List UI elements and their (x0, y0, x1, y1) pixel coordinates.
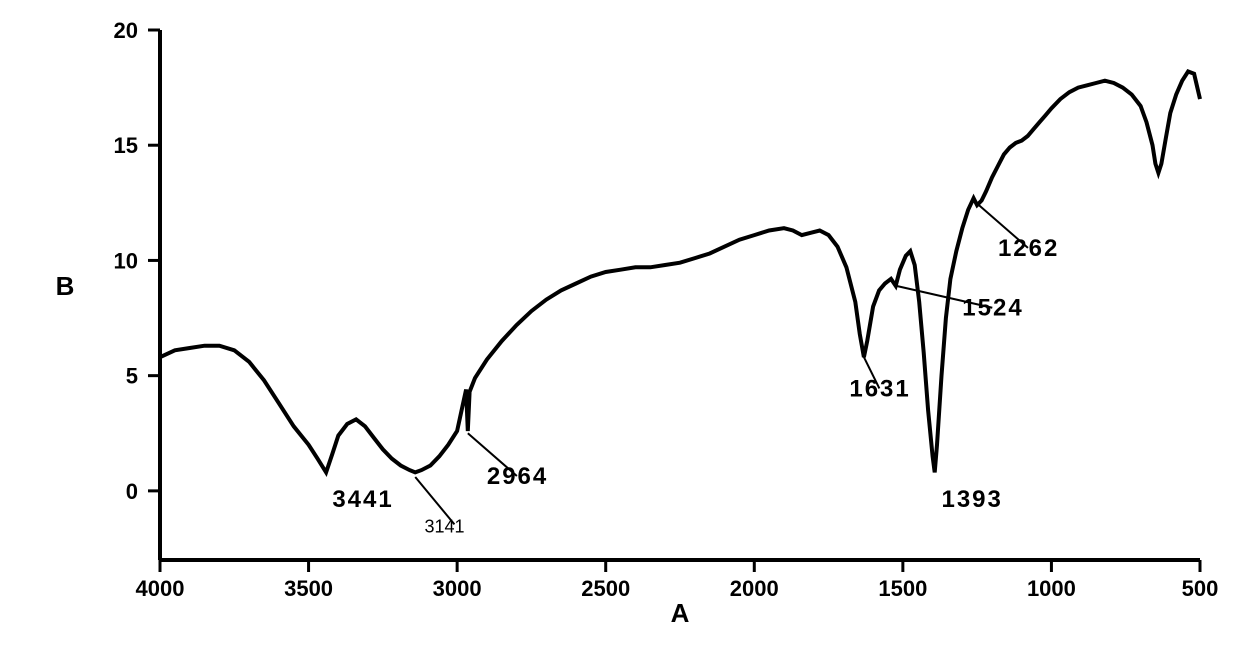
x-tick-label: 500 (1182, 576, 1219, 601)
x-tick-label: 4000 (136, 576, 185, 601)
x-tick-label: 1500 (878, 576, 927, 601)
y-tick-label: 0 (126, 479, 138, 504)
x-axis-title: A (671, 598, 690, 628)
peak-label: 3141 (424, 516, 464, 536)
peak-label: 1524 (962, 295, 1023, 322)
y-tick-label: 5 (126, 364, 138, 389)
y-tick-label: 20 (114, 18, 138, 43)
peak-label: 1393 (941, 486, 1002, 513)
x-tick-label: 1000 (1027, 576, 1076, 601)
x-tick-label: 3000 (433, 576, 482, 601)
peak-label: 1262 (998, 235, 1059, 262)
x-tick-label: 3500 (284, 576, 333, 601)
peak-label: 2964 (487, 463, 548, 490)
x-tick-label: 2500 (581, 576, 630, 601)
peak-label: 1631 (849, 375, 910, 402)
y-tick-label: 15 (114, 133, 138, 158)
chart-svg: 4000 3500 3000 2500 2000 1500 1000 500 0 5 10 15 20 A… (0, 0, 1239, 662)
y-tick-label: 10 (114, 248, 138, 273)
y-axis-title: B (56, 271, 75, 301)
x-tick-label: 2000 (730, 576, 779, 601)
spectrum-curve (160, 72, 1200, 473)
peak-label: 3441 (332, 486, 393, 513)
ir-spectrum-chart: 4000 3500 3000 2500 2000 1500 1000 500 0 5 10 15 20 A… (0, 0, 1239, 662)
